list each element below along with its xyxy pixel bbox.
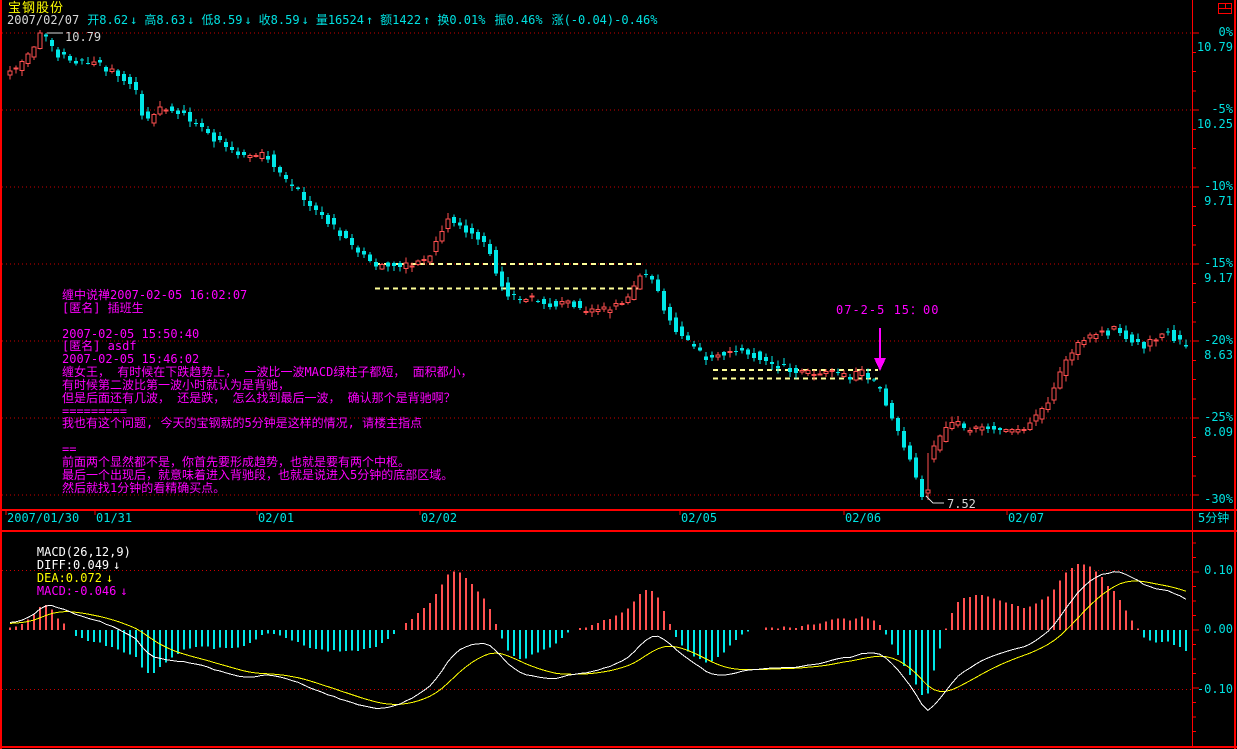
price-axis-label: 10.25 [1196,117,1233,131]
macd-legend: MACD(26,12,9) DIFF:0.049 ↓ DEA:0.072 ↓ MAC… [8,533,135,611]
forum-text-line [62,315,473,328]
date-axis-label: 2007/01/30 [7,511,80,525]
forum-text-line: 缠中说禅2007-02-05 16:02:07 [62,288,248,302]
forum-text-line: 有时候第二波比第一波小时就认为是背驰， [62,377,291,392]
macd-axis-label: 0.10 [1204,562,1233,577]
forum-text-line: 最后一个出现后，就意味着进入背驰段，也就是说进入5分钟的底部区域。 [62,467,454,482]
forum-text-line: 我也有这个问题, 今天的宝钢就的5分钟是这样的情况, 请楼主指点 [62,416,423,431]
macd-axis-label: 0.00 [1204,622,1233,636]
quote-field-开: 开8.62 [87,13,129,27]
diff-down-arrow-icon: ↓ [113,558,121,572]
quote-arrow-icon: ↓ [244,13,252,27]
percent-axis-label: -10% [1204,179,1233,193]
period-label: 5分钟 [1198,511,1230,525]
forum-text-line: == [62,442,77,457]
quote-arrow-icon: ↑ [423,13,431,27]
quote-field-量: 量16524 [315,13,364,27]
forum-text-line: 然后就找1分钟的看精确买点。 [62,480,226,495]
price-axis-label: 8.09 [1204,425,1233,439]
macd-down-arrow-icon: ↓ [120,584,128,598]
forum-text-line: 2007-02-05 15:50:40 [62,326,200,341]
stock-name: 宝钢股份 [8,1,65,16]
price-axis-label: 9.17 [1204,271,1233,285]
quote-date: 2007/02/07 [7,13,80,27]
date-axis-label: 02/06 [845,511,882,525]
quote-field-振: 振0.46% [494,13,543,27]
quote-field-收: 收8.59 [258,13,300,27]
dea-down-arrow-icon: ↓ [105,571,114,585]
quote-bar: 2007/02/07 开8.62 ↓ 高8.63 ↓ 低8.59 ↓ 收8.59 ↓ 量16524… [7,14,666,27]
forum-text-line: 但是后面还有几波， 还是跌， 怎么找到最后一波， 确认那个是背驰啊？ [62,390,456,405]
low-price-label: 7.52 [947,497,976,511]
high-price-label: 10.79 [65,30,101,44]
quote-field-额: 额1422 [380,13,422,27]
price-axis-label: 9.71 [1204,194,1233,208]
forum-text-line: 前面两个显然都不是，你首先要形成趋势，也就是要有两个中枢。 [62,454,411,469]
percent-axis-label: -30% [1204,492,1233,506]
quote-arrow-icon: ↑ [365,13,374,27]
macd-name: MACD(26,12,9) [36,545,131,559]
forum-text-line: [匿名] 插班生 [62,300,144,315]
date-axis-label: 02/02 [421,511,458,525]
time-annotation-label: 07-2-5 15：00 [836,303,940,317]
forum-text-line [62,430,473,443]
forum-text-line: 缠女王， 有时候在下跌趋势上， 一波比一波MACD绿柱子都短， 面积都小， [62,365,473,380]
macd-dea-value: DEA:0.072 [36,571,102,585]
forum-annotation-text: 缠中说禅2007-02-05 16:02:07 [匿名] 插班生 2007-02-… [62,289,473,495]
annotation-arrow-icon [874,328,886,371]
quote-field-高: 高8.63 [144,13,186,27]
price-axis-label: 10.79 [1196,40,1233,54]
date-axis-label: 01/31 [96,511,133,525]
date-axis-label: 02/01 [258,511,295,525]
forum-text-line: [匿名] asdf [62,339,137,354]
quote-arrow-icon: ↓ [130,13,138,27]
macd-axis-label: -0.10 [1196,681,1233,696]
percent-axis-label: -5% [1211,102,1233,116]
quote-field-低: 低8.59 [201,13,243,27]
macd-macd-value: MACD:-0.046 [36,584,117,598]
price-axis-label: 8.63 [1204,348,1233,362]
percent-axis-label: -15% [1204,256,1233,270]
quote-field-涨: 涨(-0.04)-0.46% [551,13,658,27]
percent-axis-label: -20% [1204,333,1233,347]
quote-arrow-icon: ↓ [301,13,309,27]
split-window-icon[interactable] [1218,3,1232,14]
date-axis-label: 02/07 [1008,511,1045,525]
quote-arrow-icon: ↓ [187,13,195,27]
forum-text-line: 2007-02-05 15:46:02 [62,352,200,367]
forum-text-line: ========= [62,403,128,418]
quote-field-换: 换0.01% [437,13,486,27]
date-axis-label: 02/05 [681,511,718,525]
percent-axis-label: -25% [1204,410,1233,424]
macd-diff-value: DIFF:0.049 [36,558,110,572]
percent-axis-label: 0% [1218,25,1233,39]
